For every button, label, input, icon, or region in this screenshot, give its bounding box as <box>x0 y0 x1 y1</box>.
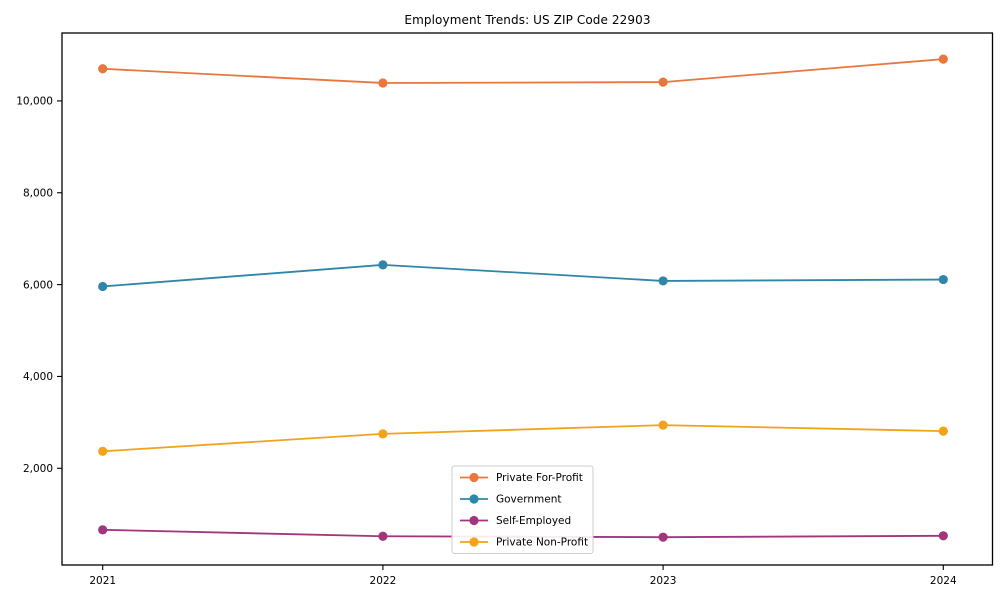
data-point-private-non-profit-2022 <box>378 429 388 439</box>
data-point-self-employed-2021 <box>98 525 108 535</box>
legend-marker <box>469 537 479 547</box>
legend-item-private-for-profit: Private For-Profit <box>460 472 583 484</box>
data-point-private-non-profit-2021 <box>98 446 108 456</box>
legend-label: Private Non-Profit <box>496 537 588 549</box>
legend-marker <box>469 494 479 504</box>
series-line-private-non-profit <box>102 424 944 453</box>
x-axis-tick-label: 2022 <box>370 575 397 587</box>
legend-marker <box>469 515 479 526</box>
legend: Private For-Profit Government Self-Employe… <box>451 465 594 554</box>
y-axis-tick-label: 8,000 <box>23 187 53 199</box>
data-point-private-for-profit-2022 <box>378 78 388 88</box>
plot-border <box>61 32 994 566</box>
x-axis-tick-label: 2021 <box>89 575 116 587</box>
data-point-self-employed-2022 <box>378 531 388 541</box>
data-point-government-2021 <box>98 281 108 292</box>
legend-label: Private For-Profit <box>496 472 583 484</box>
legend-label: Self-Employed <box>496 515 571 527</box>
data-point-self-employed-2024 <box>938 531 948 541</box>
series-line-private-for-profit <box>102 58 944 84</box>
data-point-self-employed-2023 <box>658 532 668 542</box>
legend-label: Government <box>496 494 561 506</box>
chart-title: Employment Trends: US ZIP Code 22903 <box>404 13 651 27</box>
legend-item-private-non-profit: Private Non-Profit <box>460 537 588 549</box>
data-point-government-2023 <box>658 276 668 286</box>
y-axis-tick-label: 2,000 <box>23 463 53 475</box>
data-point-government-2024 <box>938 274 948 285</box>
x-axis-tick-label: 2023 <box>650 575 677 587</box>
legend-item-government: Government <box>460 494 561 506</box>
x-axis-tick-label: 2024 <box>930 575 957 587</box>
series-line-government <box>102 263 944 288</box>
legend-item-self-employed: Self-Employed <box>460 515 571 527</box>
data-point-private-non-profit-2024 <box>938 426 948 436</box>
legend-marker <box>469 472 479 483</box>
data-point-private-for-profit-2024 <box>938 54 948 64</box>
y-axis-tick-label: 4,000 <box>23 371 53 383</box>
data-point-private-for-profit-2023 <box>658 77 668 87</box>
data-point-private-for-profit-2021 <box>98 64 108 74</box>
y-axis-tick-label: 10,000 <box>16 96 53 108</box>
data-point-government-2022 <box>378 260 388 270</box>
data-point-private-non-profit-2023 <box>658 420 668 430</box>
legend-box <box>451 465 594 554</box>
y-axis-tick-label: 6,000 <box>23 279 53 291</box>
